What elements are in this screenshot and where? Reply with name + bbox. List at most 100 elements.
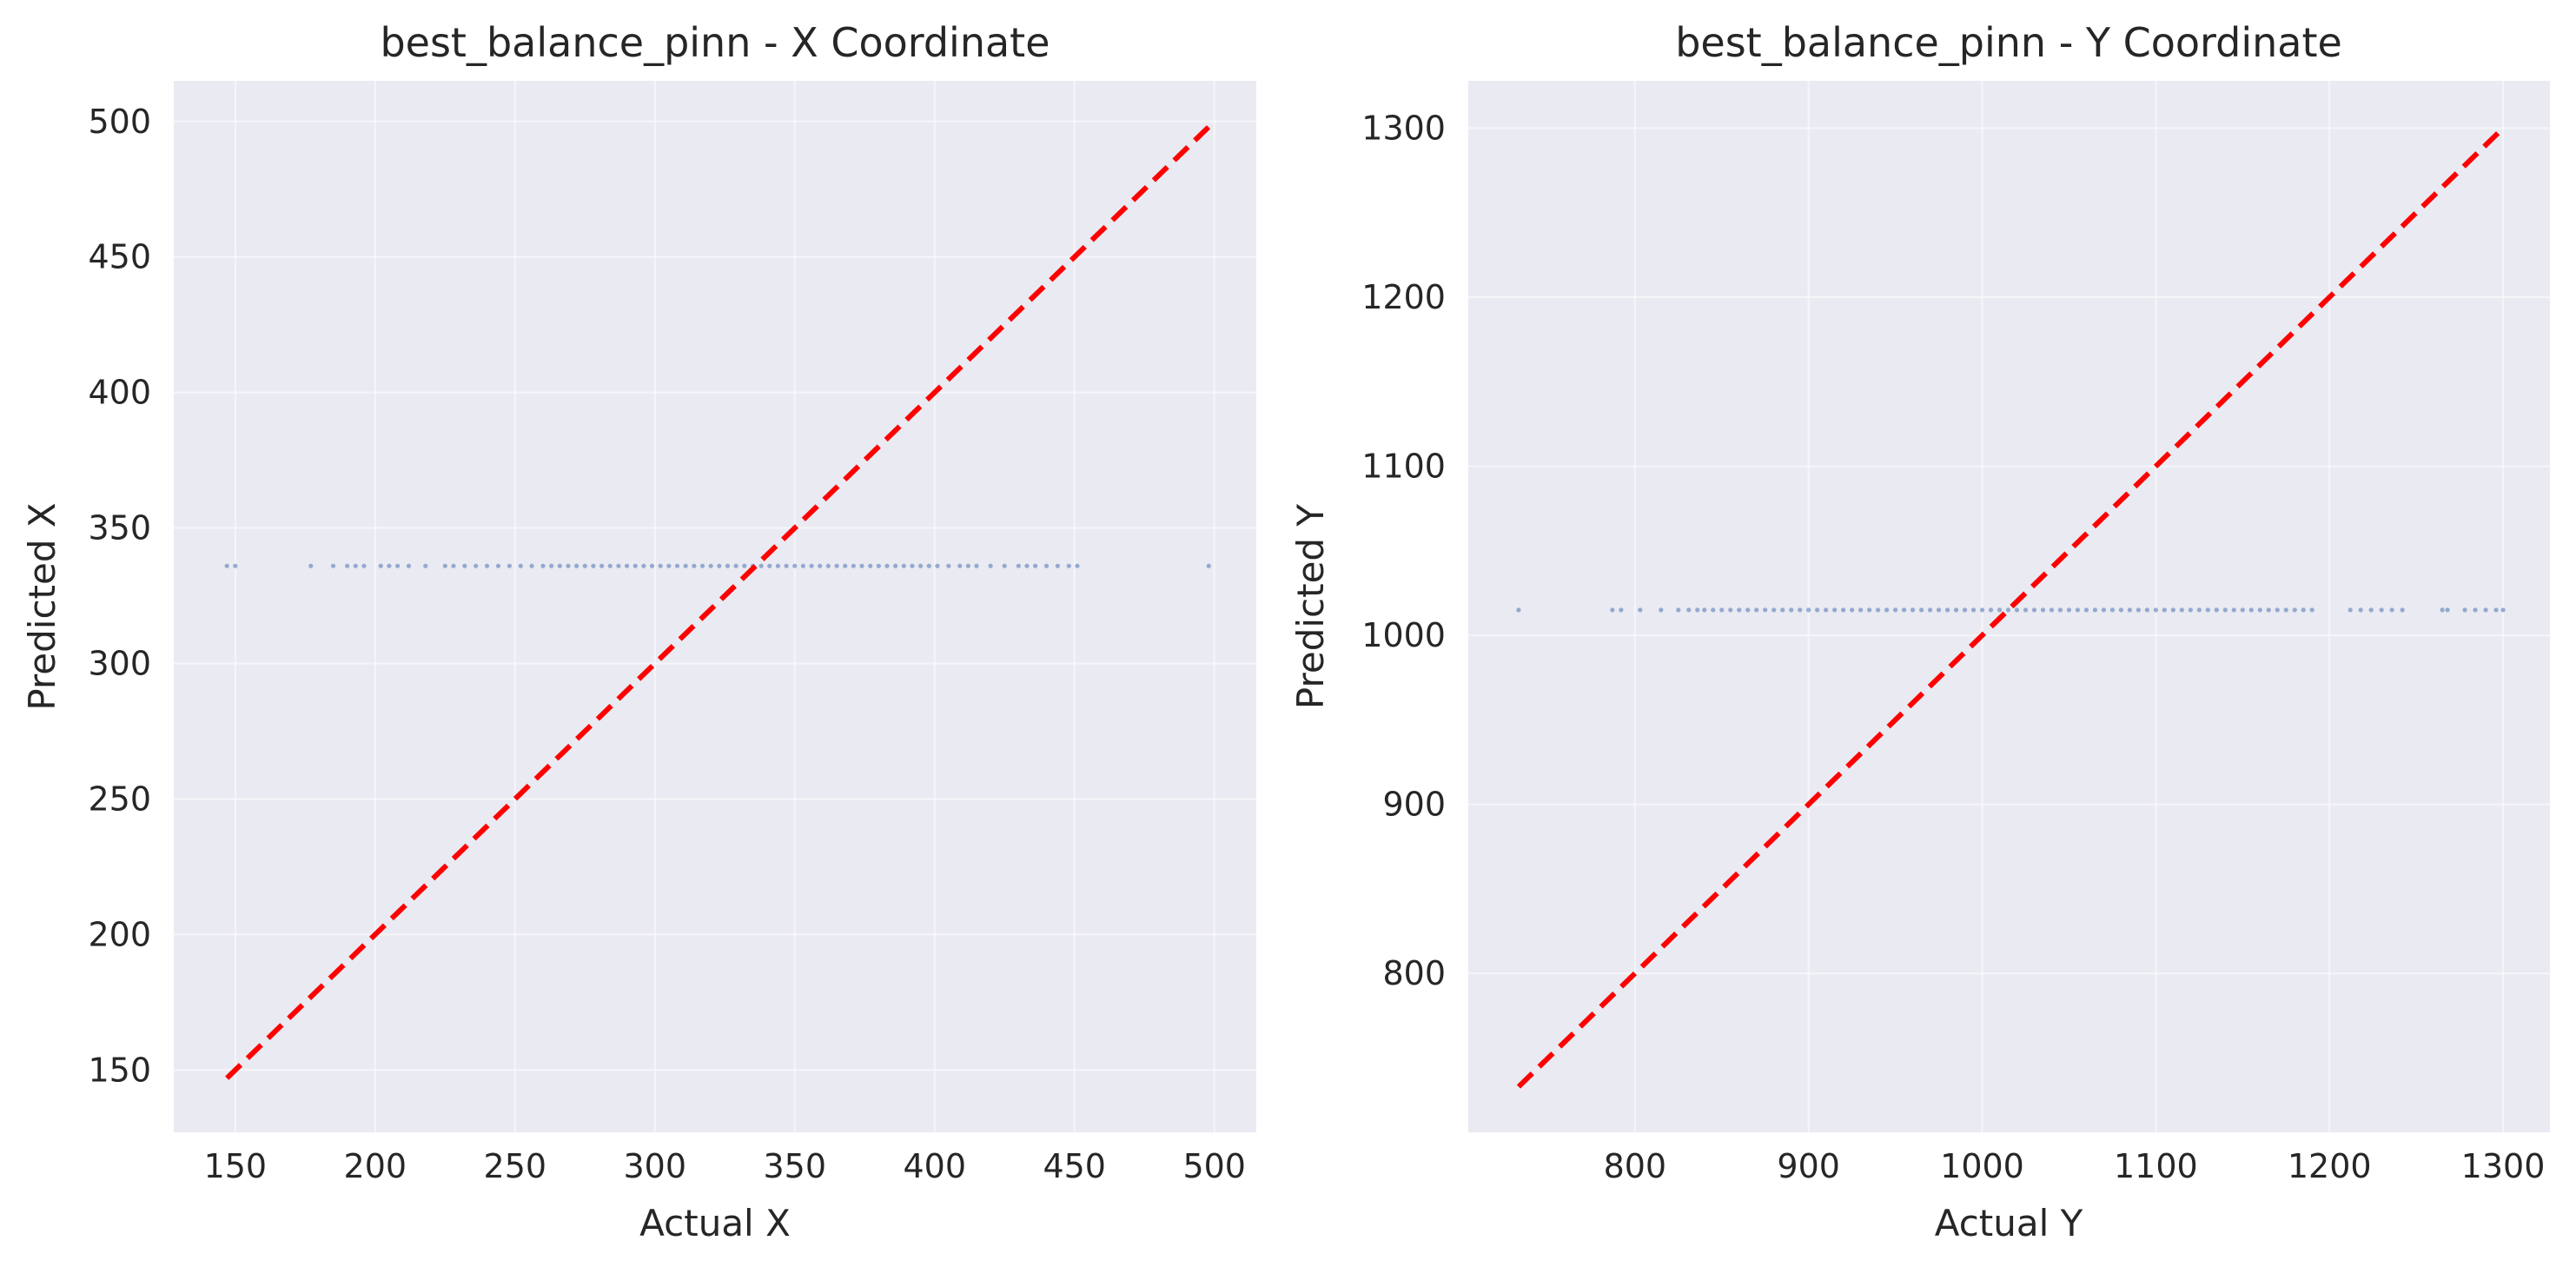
data-point xyxy=(1024,563,1030,568)
x-tick-label: 300 xyxy=(624,1147,687,1185)
data-point xyxy=(2049,607,2055,613)
data-point xyxy=(1979,607,1985,613)
data-point xyxy=(2057,607,2063,613)
data-point xyxy=(2379,607,2384,613)
data-point xyxy=(1824,607,1829,613)
data-point xyxy=(859,563,864,568)
data-point xyxy=(1970,607,1977,613)
data-point xyxy=(549,563,554,568)
data-point xyxy=(666,563,672,568)
data-point xyxy=(462,563,467,568)
data-point xyxy=(1815,607,1820,613)
data-point xyxy=(1893,607,1898,613)
data-point xyxy=(353,563,358,568)
data-point xyxy=(2348,607,2353,613)
data-point xyxy=(616,563,621,568)
data-point xyxy=(2445,607,2450,613)
data-point xyxy=(1695,607,1700,613)
data-point xyxy=(557,563,562,568)
data-point xyxy=(893,563,898,568)
data-point xyxy=(733,563,738,568)
data-point xyxy=(1841,607,1846,613)
x-axis-label: Actual X xyxy=(639,1202,791,1244)
x-tick-label: 250 xyxy=(484,1147,547,1185)
y-tick-label: 500 xyxy=(88,103,151,141)
data-point xyxy=(233,563,238,568)
data-point xyxy=(2170,607,2175,613)
data-point xyxy=(330,563,336,568)
y-tick-label: 800 xyxy=(1382,954,1446,992)
data-point xyxy=(910,563,915,568)
y-tick-label: 150 xyxy=(88,1051,151,1089)
y-coordinate-chart: 800 900 1000 1100 1200 1300 800 900 1000 1100 120… xyxy=(1289,19,2550,1244)
data-point xyxy=(423,563,428,568)
data-point xyxy=(1754,607,1759,613)
data-point xyxy=(2222,607,2228,613)
data-point xyxy=(1867,607,1872,613)
data-point xyxy=(918,563,924,568)
y-tick-labels: 800 900 1000 1100 1200 1300 xyxy=(1361,109,1446,992)
data-point xyxy=(495,563,501,568)
data-point xyxy=(742,563,747,568)
data-point xyxy=(2196,607,2202,613)
data-point xyxy=(1206,563,1211,568)
data-point xyxy=(2473,607,2478,613)
x-tick-labels: 800 900 1000 1100 1200 1300 xyxy=(1604,1147,2546,1185)
data-point xyxy=(1702,607,1707,613)
data-point xyxy=(1075,563,1080,568)
x-tick-label: 350 xyxy=(763,1147,826,1185)
x-tick-label: 1300 xyxy=(2461,1147,2546,1185)
x-tick-label: 500 xyxy=(1182,1147,1246,1185)
data-point xyxy=(1033,563,1038,568)
data-point xyxy=(946,563,951,568)
data-point xyxy=(361,563,367,568)
data-point xyxy=(649,563,655,568)
data-point xyxy=(2389,607,2394,613)
data-point xyxy=(1789,607,1794,613)
gridlines xyxy=(1468,81,2550,1132)
data-point xyxy=(1988,607,1994,613)
data-point xyxy=(2358,607,2363,613)
data-point xyxy=(574,563,579,568)
data-point xyxy=(378,563,383,568)
data-point xyxy=(607,563,613,568)
data-point xyxy=(2462,607,2467,613)
data-point xyxy=(974,563,979,568)
y-tick-label: 1100 xyxy=(1361,448,1446,486)
data-point xyxy=(2005,607,2011,613)
data-point xyxy=(1780,607,1785,613)
data-point xyxy=(851,563,856,568)
x-tick-label: 150 xyxy=(204,1147,268,1185)
data-point xyxy=(708,563,713,568)
x-tick-label: 1000 xyxy=(1940,1147,2024,1185)
data-point xyxy=(1686,607,1692,613)
data-point xyxy=(2214,607,2219,613)
data-point xyxy=(2231,607,2236,613)
data-point xyxy=(1737,607,1742,613)
data-point xyxy=(1876,607,1881,613)
data-point xyxy=(800,563,806,568)
chart-title: best_balance_pinn - X Coordinate xyxy=(380,19,1050,66)
data-point xyxy=(2023,607,2029,613)
chart-title: best_balance_pinn - Y Coordinate xyxy=(1675,19,2342,66)
data-point xyxy=(641,563,646,568)
y-tick-label: 400 xyxy=(88,374,151,412)
data-point xyxy=(599,563,605,568)
data-point xyxy=(2153,607,2158,613)
data-point xyxy=(935,563,940,568)
gridlines xyxy=(174,81,1256,1132)
data-point xyxy=(2400,607,2405,613)
data-point xyxy=(2162,607,2167,613)
y-tick-label: 1200 xyxy=(1361,278,1446,316)
data-point xyxy=(784,563,789,568)
x-tick-label: 1200 xyxy=(2288,1147,2372,1185)
data-point xyxy=(1858,607,1864,613)
data-point xyxy=(1763,607,1768,613)
x-tick-label: 200 xyxy=(344,1147,407,1185)
data-point xyxy=(1043,563,1050,568)
data-point xyxy=(451,563,456,568)
data-point xyxy=(775,563,781,568)
data-point xyxy=(2248,607,2254,613)
data-point xyxy=(632,563,638,568)
